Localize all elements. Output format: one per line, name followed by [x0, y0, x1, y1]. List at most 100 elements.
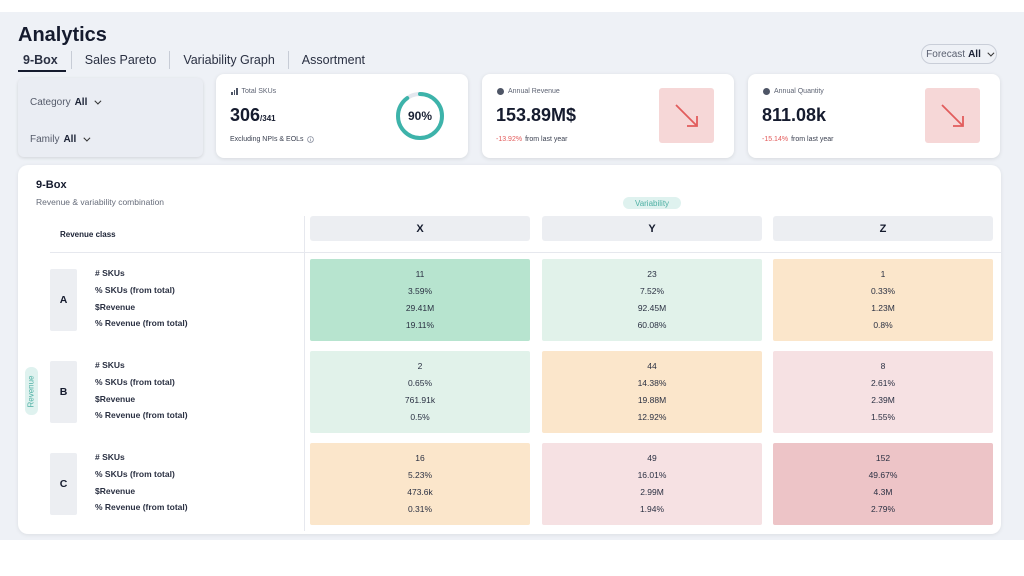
chevron-down-icon: [83, 134, 91, 142]
divider: [50, 252, 1001, 253]
cell-value: 19.88M: [637, 395, 667, 405]
cell-value: 0.33%: [870, 286, 896, 297]
ninebox-cell-ax[interactable]: 11 3.59% 29.41M 19.11%: [310, 259, 530, 341]
cell-value: 29.41M: [405, 303, 435, 313]
cell-value: 19.11%: [405, 319, 435, 330]
metric-labels: # SKUs % SKUs (from total) $Revenue % Reven…: [95, 357, 285, 424]
analytics-app: Analytics 9-Box Sales Pareto Variability…: [0, 12, 1024, 540]
kpi-change: -15.14% from last year: [762, 136, 833, 143]
metric-label: $Revenue: [95, 393, 136, 404]
metric-label: $Revenue: [95, 301, 136, 312]
row-label-c: C: [50, 453, 77, 515]
kpi-annual-quantity-header: Annual Quantity: [763, 88, 824, 95]
progress-ring: [396, 92, 444, 140]
metric-label: # SKUs: [95, 268, 125, 278]
metric-labels: # SKUs % SKUs (from total) $Revenue % Reven…: [95, 265, 285, 332]
trend-down-icon: [940, 103, 964, 127]
metric-label: % Revenue (from total): [95, 410, 188, 421]
cell-value: 0.5%: [410, 411, 430, 422]
cell-value: 14.38%: [637, 378, 667, 389]
ninebox-cell-bz[interactable]: 8 2.61% 2.39M 1.55%: [773, 351, 993, 433]
kpi-value: 306/341: [230, 105, 276, 126]
revenue-badge: Revenue: [25, 367, 38, 415]
progress-percent: 90%: [407, 109, 433, 123]
cell-value: 11: [415, 269, 425, 280]
ninebox-cell-az[interactable]: 1 0.33% 1.23M 0.8%: [773, 259, 993, 341]
cell-value: 2.61%: [870, 378, 896, 389]
kpi-label: Total SKUs: [241, 88, 277, 95]
ninebox-cell-bx[interactable]: 2 0.65% 761.91k 0.5%: [310, 351, 530, 433]
family-filter[interactable]: Family All: [30, 134, 91, 145]
info-icon[interactable]: [306, 136, 314, 143]
page-title: Analytics: [18, 24, 107, 46]
total-skus-total: /341: [260, 114, 276, 123]
tab-9-box[interactable]: 9-Box: [18, 51, 72, 69]
metric-label: $Revenue: [95, 485, 136, 496]
chevron-down-icon: [94, 97, 102, 105]
bar-chart-icon: [231, 88, 238, 95]
cell-value: 473.6k: [407, 487, 433, 497]
forecast-value: All: [968, 48, 981, 60]
annual-revenue-change-suffix: from last year: [525, 136, 568, 143]
cell-value: 92.45M: [637, 303, 667, 313]
kpi-annual-revenue-header: Annual Revenue: [497, 88, 560, 95]
cell-value: 12.92%: [637, 411, 667, 422]
annual-quantity-value: 811.08k: [762, 105, 827, 125]
ninebox-cell-cz[interactable]: 152 49.67% 4.3M 2.79%: [773, 443, 993, 525]
cell-value: 4.3M: [873, 487, 893, 497]
cell-value: 49: [647, 453, 657, 464]
forecast-dropdown[interactable]: Forecast All: [921, 44, 997, 64]
cell-value: 1: [880, 269, 886, 280]
tab-sales-pareto[interactable]: Sales Pareto: [72, 51, 171, 69]
tab-variability-graph[interactable]: Variability Graph: [170, 51, 289, 69]
column-header-z: Z: [773, 216, 993, 241]
cell-value: 7.52%: [639, 286, 665, 297]
row-label-b: B: [50, 361, 77, 423]
tab-assortment[interactable]: Assortment: [301, 53, 366, 67]
cell-value: 0.65%: [407, 378, 433, 389]
ninebox-cell-by[interactable]: 44 14.38% 19.88M 12.92%: [542, 351, 762, 433]
kpi-total-skus: Total SKUs 306/341 Excluding NPIs & EOLs…: [216, 74, 468, 158]
revenue-class-header: Revenue class: [60, 230, 116, 239]
revenue-axis-label: Revenue: [27, 374, 36, 408]
annual-quantity-change-suffix: from last year: [791, 136, 834, 143]
category-filter-label: Category: [30, 97, 71, 108]
trend-down-icon: [674, 103, 698, 127]
annual-quantity-change: -15.14%: [762, 136, 789, 143]
cell-value: 8: [880, 361, 886, 372]
category-filter[interactable]: Category All: [30, 97, 102, 108]
column-header-y: Y: [542, 216, 762, 241]
cell-value: 23: [647, 269, 657, 280]
cell-value: 152: [875, 453, 891, 464]
ninebox-panel: 9-Box Revenue & variability combination …: [18, 165, 1001, 534]
ninebox-cell-cy[interactable]: 49 16.01% 2.99M 1.94%: [542, 443, 762, 525]
cell-value: 49.67%: [868, 470, 898, 481]
kpi-total-skus-header: Total SKUs: [231, 88, 276, 95]
annual-revenue-change: -13.92%: [496, 136, 523, 143]
metric-label: # SKUs: [95, 452, 125, 462]
cell-value: 44: [647, 361, 657, 372]
ninebox-cell-cx[interactable]: 16 5.23% 473.6k 0.31%: [310, 443, 530, 525]
metric-labels: # SKUs % SKUs (from total) $Revenue % Reven…: [95, 449, 285, 516]
cell-value: 761.91k: [404, 395, 436, 405]
progress-ring-arc: [396, 92, 444, 140]
total-skus-value: 306: [230, 105, 261, 125]
ninebox-subtitle: Revenue & variability combination: [36, 197, 165, 207]
cell-value: 16: [415, 453, 425, 464]
kpi-label: Annual Quantity: [774, 88, 824, 95]
variability-badge: Variability: [623, 197, 681, 209]
ninebox-title: 9-Box: [36, 179, 67, 191]
family-filter-label: Family: [30, 134, 60, 145]
row-label-a: A: [50, 269, 77, 331]
ninebox-cell-ay[interactable]: 23 7.52% 92.45M 60.08%: [542, 259, 762, 341]
trend-down-tile: [925, 88, 980, 143]
forecast-label: Forecast: [926, 48, 966, 60]
cell-value: 16.01%: [637, 470, 667, 481]
info-icon: [763, 88, 770, 95]
cell-value: 60.08%: [637, 319, 667, 330]
cell-value: 1.23M: [871, 303, 895, 313]
kpi-annual-revenue: Annual Revenue 153.89M$ -13.92% from las…: [482, 74, 734, 158]
tab-bar: 9-Box Sales Pareto Variability Graph Ass…: [18, 50, 378, 70]
cell-value: 0.31%: [407, 503, 433, 514]
cell-value: 0.8%: [873, 319, 893, 330]
